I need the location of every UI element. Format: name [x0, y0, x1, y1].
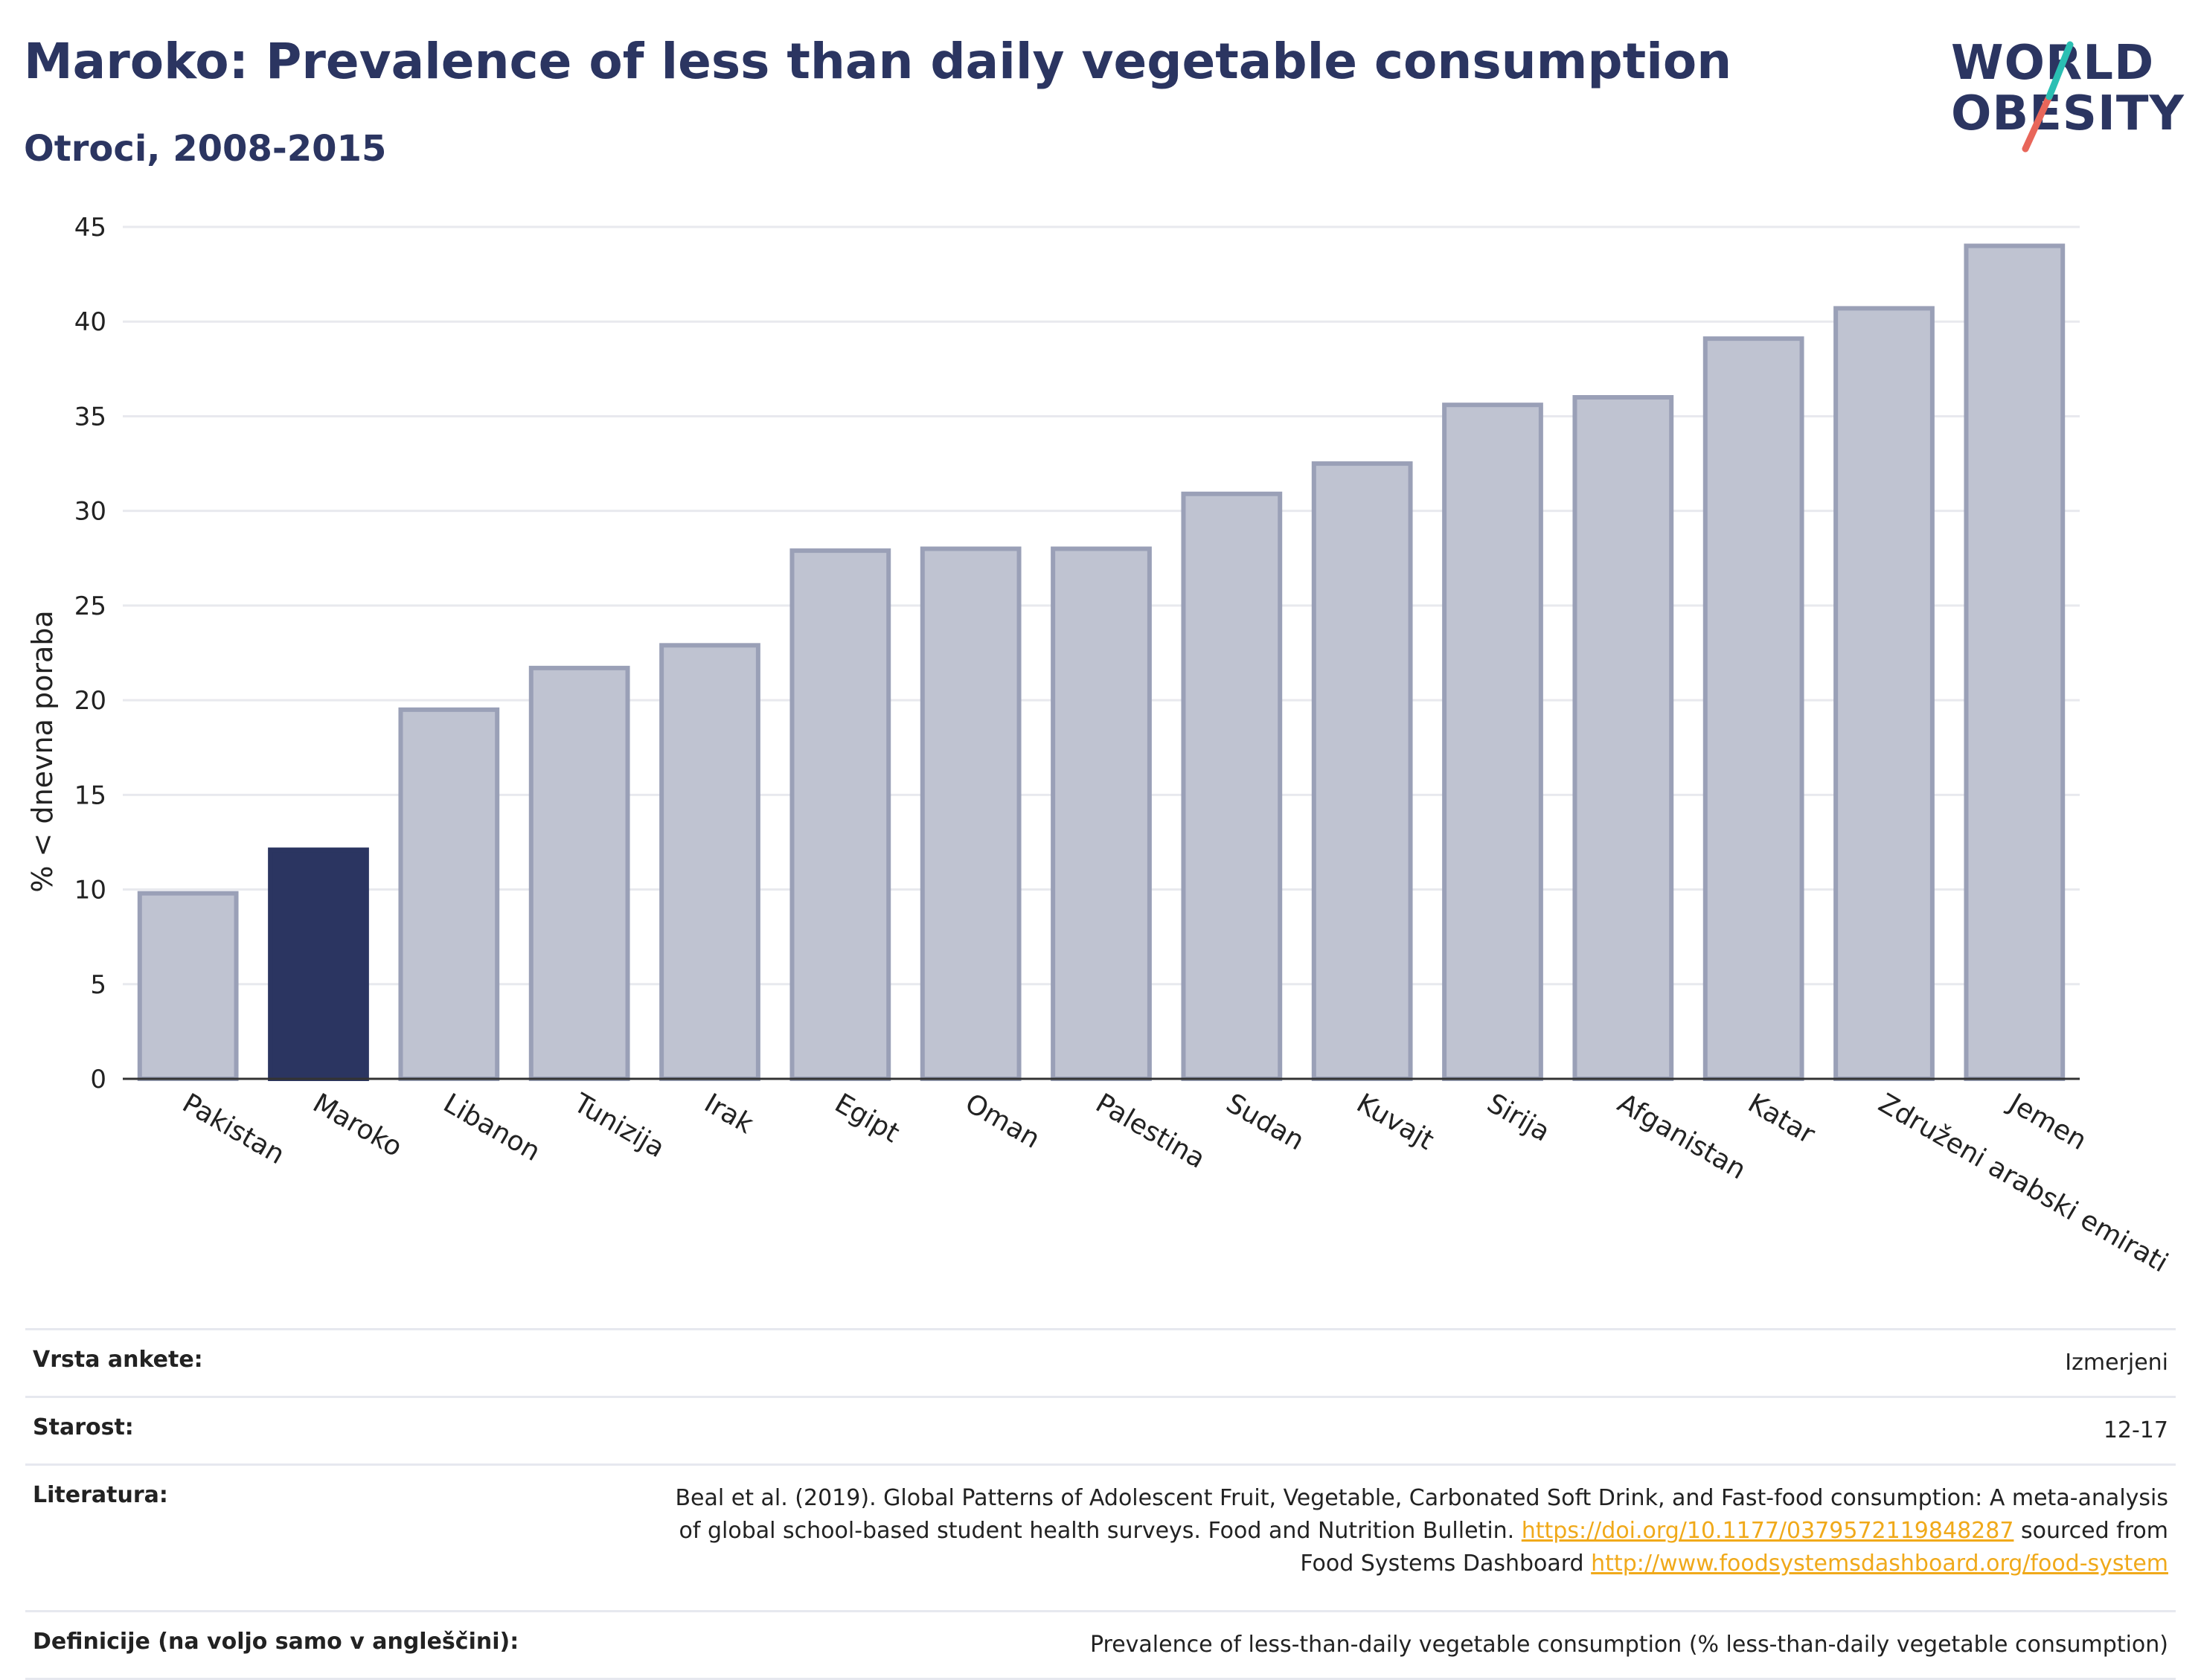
y-tick-label: 20 — [74, 686, 106, 716]
logo-slash-icon — [2022, 41, 2074, 153]
x-tick-label: Oman — [960, 1088, 1045, 1155]
bars — [137, 243, 2066, 1082]
meta-row-survey-type: Vrsta ankete: Izmerjeni — [25, 1328, 2176, 1396]
x-tick-label: Katar — [1743, 1088, 1820, 1150]
meta-row-reference: Literatura: Beal et al. (2019). Global P… — [25, 1463, 2176, 1610]
reference-label: Literatura: — [33, 1482, 168, 1508]
reference-text-3: sourced from — [2020, 1518, 2168, 1544]
survey-type-label: Vrsta ankete: — [33, 1347, 203, 1373]
bar-maroko — [268, 847, 369, 1081]
x-axis-labels: Pakistan Maroko Libanon Tunizija Irak Egipt Om… — [177, 1087, 2173, 1278]
bar-irak — [659, 643, 760, 1081]
x-tick-label: Kuvajt — [1351, 1088, 1439, 1156]
x-tick-label: Jemen — [2002, 1087, 2092, 1156]
bar-kuvajt — [1311, 461, 1413, 1081]
x-tick-label: Libanon — [438, 1088, 545, 1167]
age-label: Starost: — [33, 1414, 134, 1440]
reference-text-1: Beal et al. (2019). Global Patterns of A… — [675, 1485, 2168, 1511]
y-tick-label: 25 — [74, 591, 106, 621]
bar-oman — [920, 546, 1022, 1081]
x-tick-label: Tunizija — [568, 1088, 670, 1164]
y-tick-label: 10 — [74, 876, 106, 905]
y-tick-label: 40 — [74, 307, 106, 337]
y-tick-label: 45 — [74, 213, 106, 243]
y-tick-label: 30 — [74, 497, 106, 527]
dashboard-link[interactable]: http://www.foodsystemsdashboard.org/food… — [1591, 1551, 2168, 1577]
meta-row-age: Starost: 12-17 — [25, 1396, 2176, 1463]
y-tick-label: 5 — [90, 970, 106, 1000]
bar-sirija — [1442, 403, 1543, 1081]
bar-afganistan — [1572, 395, 1674, 1081]
logo-line-2: OBESITY — [1951, 86, 2185, 141]
bar-egipt — [789, 548, 891, 1082]
reference-text-2: of global school-based student health su… — [679, 1518, 1515, 1544]
x-tick-label: Irak — [699, 1088, 759, 1140]
metadata-table: Vrsta ankete: Izmerjeni Starost: 12-17 L… — [25, 1328, 2176, 1680]
page-title: Maroko: Prevalence of less than daily ve… — [24, 33, 1732, 90]
age-value: 12-17 — [2103, 1417, 2168, 1443]
definitions-label: Definicije (na voljo samo v angleščini): — [33, 1629, 519, 1655]
bar-sudan — [1181, 491, 1283, 1081]
bar-združeni-arabski-emirati — [1833, 306, 1935, 1081]
y-tick-label: 15 — [74, 780, 106, 810]
survey-type-value: Izmerjeni — [2065, 1350, 2168, 1376]
definitions-value: Prevalence of less-than-daily vegetable … — [1089, 1632, 2168, 1658]
y-axis-label: % < dnevna poraba — [26, 610, 59, 892]
x-tick-label: Sirija — [1482, 1088, 1555, 1147]
bar-libanon — [398, 707, 500, 1081]
x-tick-label: Palestina — [1091, 1088, 1211, 1175]
y-tick-label: 35 — [74, 402, 106, 432]
x-tick-label: Sudan — [1221, 1088, 1310, 1156]
x-tick-label: Pakistan — [177, 1088, 289, 1170]
bar-chart: 0 5 10 15 20 25 30 35 40 45 Pakistan Maroko Libanon… — [26, 213, 2173, 1279]
x-tick-label: Afganistan — [1612, 1088, 1751, 1185]
bar-tunizija — [528, 665, 630, 1081]
bar-jemen — [1964, 243, 2066, 1081]
x-tick-label: Egipt — [830, 1088, 905, 1149]
reference-value: Beal et al. (2019). Global Patterns of A… — [675, 1482, 2168, 1580]
doi-link[interactable]: https://doi.org/10.1177/0379572119848287 — [1521, 1518, 2014, 1544]
bar-palestina — [1051, 546, 1152, 1081]
reference-text-4: Food Systems Dashboard — [1300, 1551, 1584, 1577]
page-subtitle: Otroci, 2008-2015 — [24, 128, 387, 170]
y-axis-ticks: 0 5 10 15 20 25 30 35 40 45 — [74, 213, 106, 1094]
x-tick-label: Maroko — [308, 1088, 408, 1163]
meta-row-definitions: Definicije (na voljo samo v angleščini):… — [25, 1610, 2176, 1680]
bar-katar — [1702, 336, 1804, 1082]
y-tick-label: 0 — [90, 1065, 106, 1094]
bar-pakistan — [137, 891, 239, 1082]
world-obesity-logo: WORLD OBESITY — [1938, 22, 2185, 156]
